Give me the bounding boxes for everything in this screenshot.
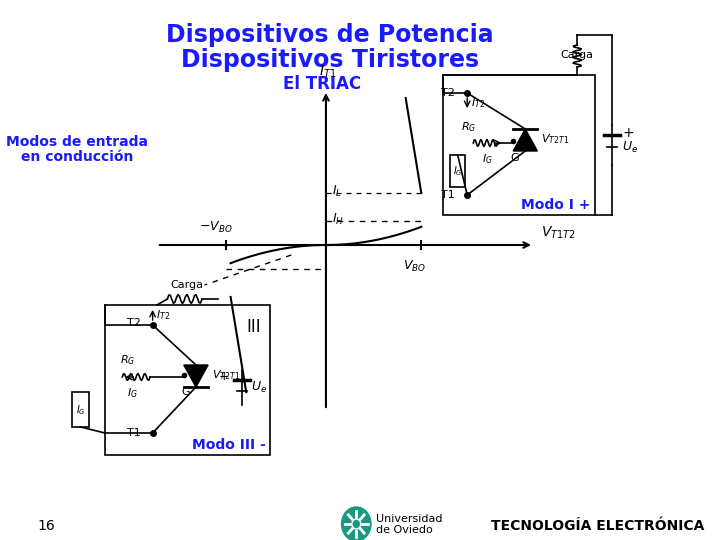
Text: $I_{T2}$: $I_{T2}$ bbox=[156, 308, 170, 322]
Polygon shape bbox=[513, 129, 537, 151]
Text: Dispositivos de Potencia: Dispositivos de Potencia bbox=[166, 23, 494, 47]
Text: $R_G$: $R_G$ bbox=[462, 120, 477, 134]
Text: $I_G$: $I_G$ bbox=[76, 403, 86, 417]
Text: $U_e$: $U_e$ bbox=[251, 380, 266, 395]
Text: $V_{BO}$: $V_{BO}$ bbox=[402, 259, 426, 274]
Text: Modo III -: Modo III - bbox=[192, 438, 265, 452]
Bar bbox=[72, 392, 89, 427]
Text: TECNOLOGÍA ELECTRÓNICA: TECNOLOGÍA ELECTRÓNICA bbox=[490, 519, 704, 533]
Text: $I_H$: $I_H$ bbox=[332, 212, 344, 227]
Text: Dispositivos Tiristores: Dispositivos Tiristores bbox=[181, 48, 480, 72]
Text: T1: T1 bbox=[441, 190, 455, 200]
Text: Universidad: Universidad bbox=[377, 514, 443, 524]
Text: T2: T2 bbox=[127, 318, 140, 328]
Circle shape bbox=[352, 519, 361, 529]
Text: Modo I +: Modo I + bbox=[521, 198, 590, 212]
Bar bbox=[443, 75, 595, 215]
Text: G: G bbox=[181, 387, 190, 397]
Bar bbox=[105, 305, 269, 455]
Text: Carga: Carga bbox=[561, 50, 594, 60]
Text: G: G bbox=[510, 153, 519, 163]
Circle shape bbox=[341, 507, 371, 540]
Text: en conducción: en conducción bbox=[21, 150, 133, 164]
Text: $I_G$: $I_G$ bbox=[453, 164, 462, 178]
Text: $V_{T1T2}$: $V_{T1T2}$ bbox=[541, 225, 575, 241]
Circle shape bbox=[354, 521, 359, 528]
Text: +: + bbox=[219, 370, 230, 383]
Text: El TRIAC: El TRIAC bbox=[282, 75, 361, 93]
Text: $V_{T2T1}$: $V_{T2T1}$ bbox=[212, 368, 240, 382]
Text: $I_{T1}$: $I_{T1}$ bbox=[319, 64, 336, 80]
Text: Carga: Carga bbox=[171, 280, 204, 290]
Text: 16: 16 bbox=[37, 519, 55, 533]
Text: $I_G$: $I_G$ bbox=[127, 386, 138, 400]
Text: $I_L$: $I_L$ bbox=[332, 184, 342, 199]
Text: $U_e$: $U_e$ bbox=[622, 139, 639, 154]
Text: Modos de entrada: Modos de entrada bbox=[6, 135, 148, 149]
Text: $-V_{BO}$: $-V_{BO}$ bbox=[199, 220, 233, 235]
Text: $R_G$: $R_G$ bbox=[120, 353, 135, 367]
Text: $V_{T2T1}$: $V_{T2T1}$ bbox=[541, 132, 570, 146]
Text: T1: T1 bbox=[127, 428, 140, 438]
Bar bbox=[450, 155, 465, 187]
Text: $I_G$: $I_G$ bbox=[482, 152, 492, 166]
Text: $I_{T2}$: $I_{T2}$ bbox=[471, 96, 485, 110]
Polygon shape bbox=[184, 365, 208, 387]
Text: de Oviedo: de Oviedo bbox=[377, 525, 433, 535]
Text: III: III bbox=[247, 318, 261, 336]
Text: +: + bbox=[622, 126, 634, 140]
Text: T2: T2 bbox=[441, 88, 455, 98]
